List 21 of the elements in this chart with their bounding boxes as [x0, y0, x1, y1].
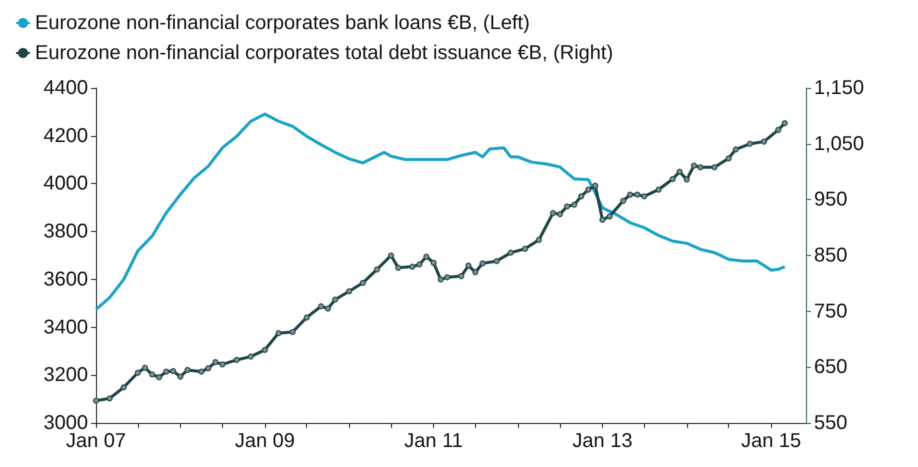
y-tick-label: 3600 [44, 268, 88, 290]
y2-tick-label: 950 [814, 188, 848, 211]
y-tick-label: 3200 [44, 364, 88, 386]
y-tick-label: 4400 [44, 77, 88, 99]
x-tick-label: Jan 13 [572, 430, 632, 452]
y-tick-label: 4200 [44, 124, 88, 147]
line-series [94, 112, 786, 311]
y2-tick-label: 850 [814, 244, 848, 266]
y2-tick-label: 1,050 [814, 132, 864, 155]
y-tick-label: 4000 [44, 172, 88, 195]
x-tick-label: Jan 11 [404, 430, 463, 452]
y-tick-label: 3800 [44, 220, 88, 243]
x-tick-label: Jan 15 [741, 430, 802, 452]
y2-tick-label: 650 [814, 356, 848, 378]
x-tick-label: Jan 09 [234, 430, 295, 452]
y2-tick-label: 750 [814, 300, 848, 322]
y-tick-label: 3400 [44, 316, 88, 338]
y2-tick-label: 1,150 [814, 77, 864, 99]
y2-tick-label: 550 [814, 412, 848, 434]
legend-label: Eurozone non-financial corporates total debt issuance €B, (Right) [35, 42, 614, 64]
legend-label: Eurozone non-financial corporates bank loans €B, (Left) [35, 12, 530, 34]
